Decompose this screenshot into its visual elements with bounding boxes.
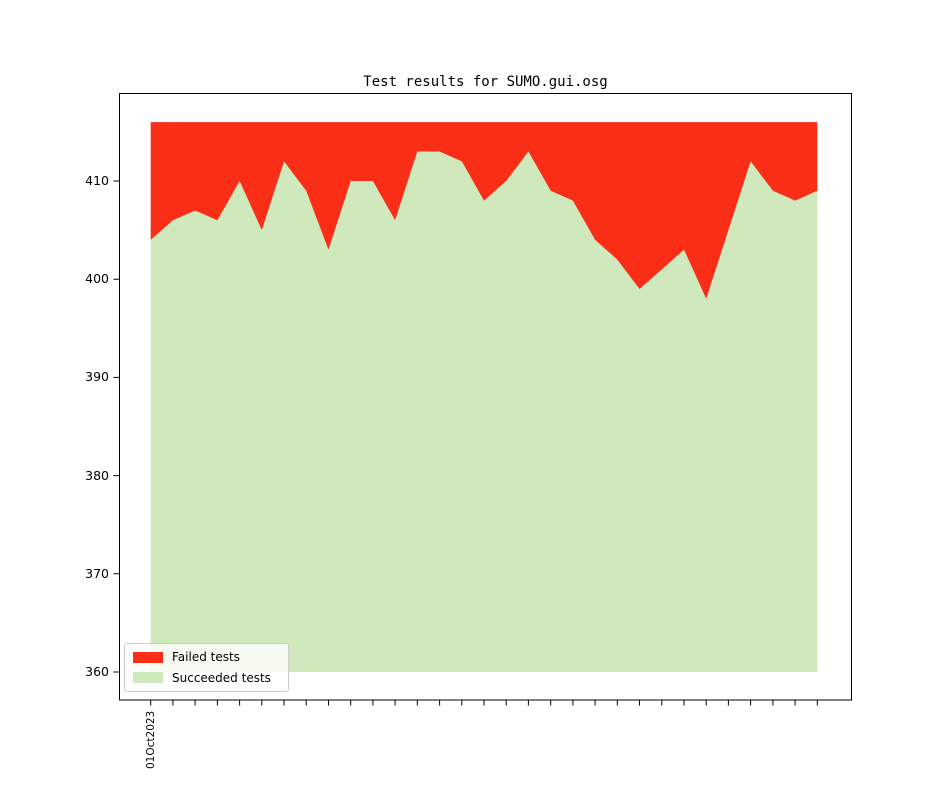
y-tick-label: 380 [85,467,109,483]
y-tick-label: 360 [85,664,109,679]
axis-ticks [113,180,818,706]
y-tick-label: 370 [85,565,109,581]
succeeded-tests-label: Succeeded tests [172,670,271,685]
legend: Failed tests Succeeded tests [124,643,289,692]
x-tick-label-first: 01Oct2023 [144,710,157,769]
failed-tests-area [150,122,818,299]
succeeded-tests-swatch [133,672,163,684]
axes-frame [119,93,852,701]
chart-title: Test results for SUMO.gui.osg [363,74,608,90]
succeeded-tests-area [150,151,818,672]
failed-tests-label: Failed tests [172,650,240,665]
failed-tests-swatch [133,651,163,663]
y-tick-label: 410 [85,173,109,188]
y-tick-label: 390 [85,369,109,385]
y-tick-label: 400 [85,271,109,287]
legend-item-failed-tests: Failed tests [133,650,288,664]
legend-item-succeeded-tests: Succeeded tests [133,671,288,685]
